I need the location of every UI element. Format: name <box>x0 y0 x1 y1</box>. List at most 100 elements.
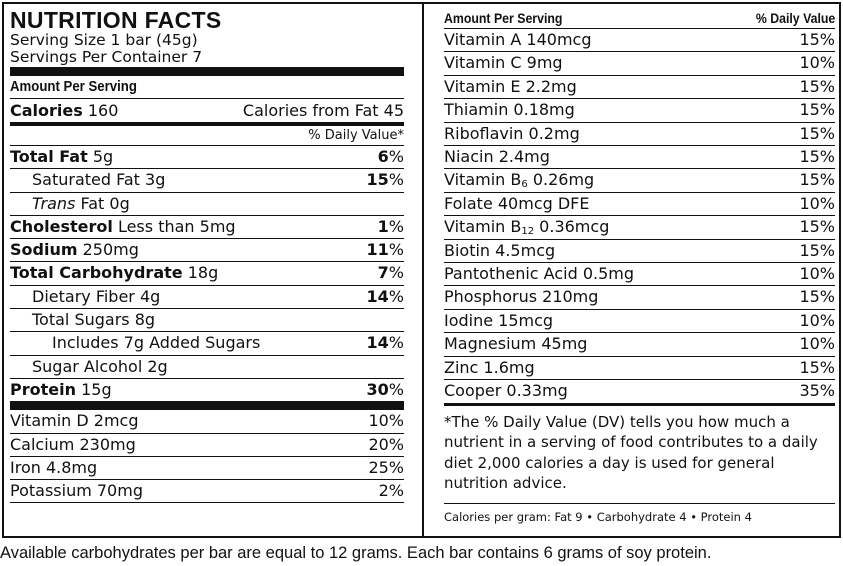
vitamin-name-prefix: Vitamin B <box>444 170 522 190</box>
right-column: Amount Per Serving % Daily Value Vitamin… <box>444 8 835 524</box>
nutrient-bold-label: Total Carbohydrate <box>10 263 183 283</box>
nutrient-daily-value: 6% <box>378 146 404 168</box>
vitamin-daily-value: 10% <box>368 411 404 431</box>
nutrient-row: Trans Fat 0g <box>10 193 404 216</box>
nutrient-name: Protein 15g <box>10 379 112 401</box>
vitamin-daily-value: 25% <box>368 457 404 477</box>
vitamin-row: Calcium 230mg 20% <box>10 434 404 457</box>
nutrient-daily-value-number: 14 <box>366 286 389 306</box>
serving-size: Serving Size 1 bar (45g) <box>10 31 198 49</box>
nutrient-bold-label: Total Fat <box>10 147 88 166</box>
vitamin-name: Folate 40mcg DFE <box>444 193 590 213</box>
left-vitamin-list: Vitamin D 2mcg 10% Calcium 230mg 20% Iron 4.… <box>10 410 404 504</box>
nutrient-bold-label: Protein <box>10 379 76 399</box>
vitamin-subscript: 6 <box>521 179 528 191</box>
nutrient-name: Cholesterol Less than 5mg <box>10 216 236 238</box>
percent-sign: % <box>388 379 404 399</box>
nutrient-row: Total Sugars 8g <box>10 309 404 333</box>
vitamin-row: Iodine 15mcg 10% <box>444 310 835 334</box>
nutrient-name: Total Fat 5g <box>10 146 113 168</box>
percent-sign: % <box>388 147 404 166</box>
column-divider <box>422 4 424 536</box>
vitamin-daily-value: 10% <box>799 264 835 284</box>
nutrient-row: Includes 7g Added Sugars 14% <box>10 332 404 356</box>
daily-value-note: *The % Daily Value (DV) tells you how mu… <box>444 406 835 504</box>
nutrient-amount: 250mg <box>82 240 139 260</box>
left-column: NUTRITION FACTS Serving Size 1 bar (45g)… <box>10 8 404 504</box>
vitamin-name: Calcium 230mg <box>10 434 136 454</box>
nutrient-row: Sodium 250mg 11% <box>10 239 404 263</box>
percent-sign: % <box>388 170 404 190</box>
nutrient-bold-label: Cholesterol <box>10 216 113 236</box>
vitamin-name: Vitamin D 2mcg <box>10 411 139 431</box>
vitamin-daily-value: 35% <box>799 381 835 401</box>
percent-sign: % <box>388 216 404 236</box>
nutrient-amount: 18g <box>187 263 219 283</box>
nutrient-row: Sugar Alcohol 2g <box>10 356 404 379</box>
nutrition-facts-panel: NUTRITION FACTS Serving Size 1 bar (45g)… <box>2 2 841 538</box>
nutrient-daily-value-number: 30 <box>366 379 389 399</box>
percent-sign: % <box>388 286 404 306</box>
nutrient-daily-value: 7% <box>378 262 404 284</box>
vitamin-daily-value: 15% <box>799 170 835 190</box>
vitamin-row: Vitamin C 9mg 10% <box>444 52 835 76</box>
nutrient-row: Protein 15g 30% <box>10 379 404 401</box>
vitamin-daily-value: 10% <box>799 310 835 330</box>
nutrient-daily-value: 1% <box>378 216 404 238</box>
vitamin-row: Riboflavin 0.2mg 15% <box>444 123 835 147</box>
vitamin-name: Vitamin A 140mcg <box>444 30 592 49</box>
vitamin-daily-value: 15% <box>799 100 835 120</box>
vitamin-name-amount: 0.26mg <box>527 170 595 190</box>
vitamin-row: Niacin 2.4mg 15% <box>444 146 835 170</box>
servings-per-container: Servings Per Container 7 <box>10 49 404 76</box>
nutrient-amount: Less than 5mg <box>117 216 236 236</box>
vitamin-name: Niacin 2.4mg <box>444 147 550 167</box>
nutrient-list: Total Fat 5g 6% Saturated Fat 3g 15% Trans F… <box>10 146 404 401</box>
footer-note: Available carbohydrates per bar are equa… <box>0 544 712 562</box>
nutrient-daily-value: 11% <box>367 239 404 261</box>
vitamin-name: Potassium 70mg <box>10 481 143 501</box>
vitamin-daily-value: 10% <box>799 334 835 354</box>
nutrient-daily-value: 14% <box>367 332 404 354</box>
vitamin-row: Thiamin 0.18mg 15% <box>444 99 835 123</box>
nutrient-amount: Sugar Alcohol 2g <box>32 356 168 376</box>
vitamin-row: Iron 4.8mg 25% <box>10 457 404 481</box>
vitamin-name: Zinc 1.6mg <box>444 357 535 377</box>
vitamin-daily-value: 20% <box>368 434 404 454</box>
vitamin-row: Vitamin E 2.2mg 15% <box>444 76 835 100</box>
nutrient-row: Total Carbohydrate 18g 7% <box>10 262 404 286</box>
nutrient-daily-value: 15% <box>367 169 404 191</box>
thick-divider <box>10 401 404 411</box>
right-header: Amount Per Serving % Daily Value <box>444 8 835 29</box>
vitamin-daily-value: 2% <box>378 481 404 501</box>
vitamin-daily-value: 15% <box>799 123 835 143</box>
vitamin-row: Vitamin D 2mcg 10% <box>10 410 404 434</box>
vitamin-name: Vitamin C 9mg <box>444 53 563 73</box>
daily-value-label: % Daily Value <box>755 10 835 26</box>
vitamin-name: Vitamin B12 0.36mcg <box>444 216 609 238</box>
nutrient-daily-value: 14% <box>367 286 404 308</box>
daily-value-header: % Daily Value* <box>10 126 404 146</box>
nutrient-name: Total Carbohydrate 18g <box>10 262 218 284</box>
amount-per-serving-header: Amount Per Serving <box>10 76 404 99</box>
percent-sign: % <box>388 240 404 260</box>
amount-per-serving-label: Amount Per Serving <box>444 10 563 26</box>
vitamin-name: Iodine 15mcg <box>444 310 554 330</box>
nutrient-row: Cholesterol Less than 5mg 1% <box>10 216 404 240</box>
calories-row: Calories 160 Calories from Fat 45 <box>10 99 404 126</box>
nutrient-daily-value-number: 1 <box>377 216 389 236</box>
vitamin-row: Vitamin B12 0.36mcg 15% <box>444 216 835 240</box>
nutrient-name: Dietary Fiber 4g <box>10 286 160 308</box>
nutrient-row: Saturated Fat 3g 15% <box>10 169 404 193</box>
nutrient-row: Dietary Fiber 4g 14% <box>10 286 404 310</box>
nutrient-amount: Fat 0g <box>80 193 130 213</box>
vitamin-row: Vitamin A 140mcg 15% <box>444 29 835 53</box>
nutrient-amount: Total Sugars 8g <box>32 310 156 330</box>
vitamin-row: Folate 40mcg DFE 10% <box>444 193 835 217</box>
vitamin-daily-value: 15% <box>799 147 835 167</box>
nutrient-daily-value: 30% <box>367 379 404 401</box>
vitamin-name: Phosphorus 210mg <box>444 287 599 307</box>
nutrient-daily-value-number: 15 <box>366 170 389 190</box>
calories-from-fat: Calories from Fat 45 <box>242 101 404 120</box>
vitamin-daily-value: 15% <box>799 357 835 377</box>
